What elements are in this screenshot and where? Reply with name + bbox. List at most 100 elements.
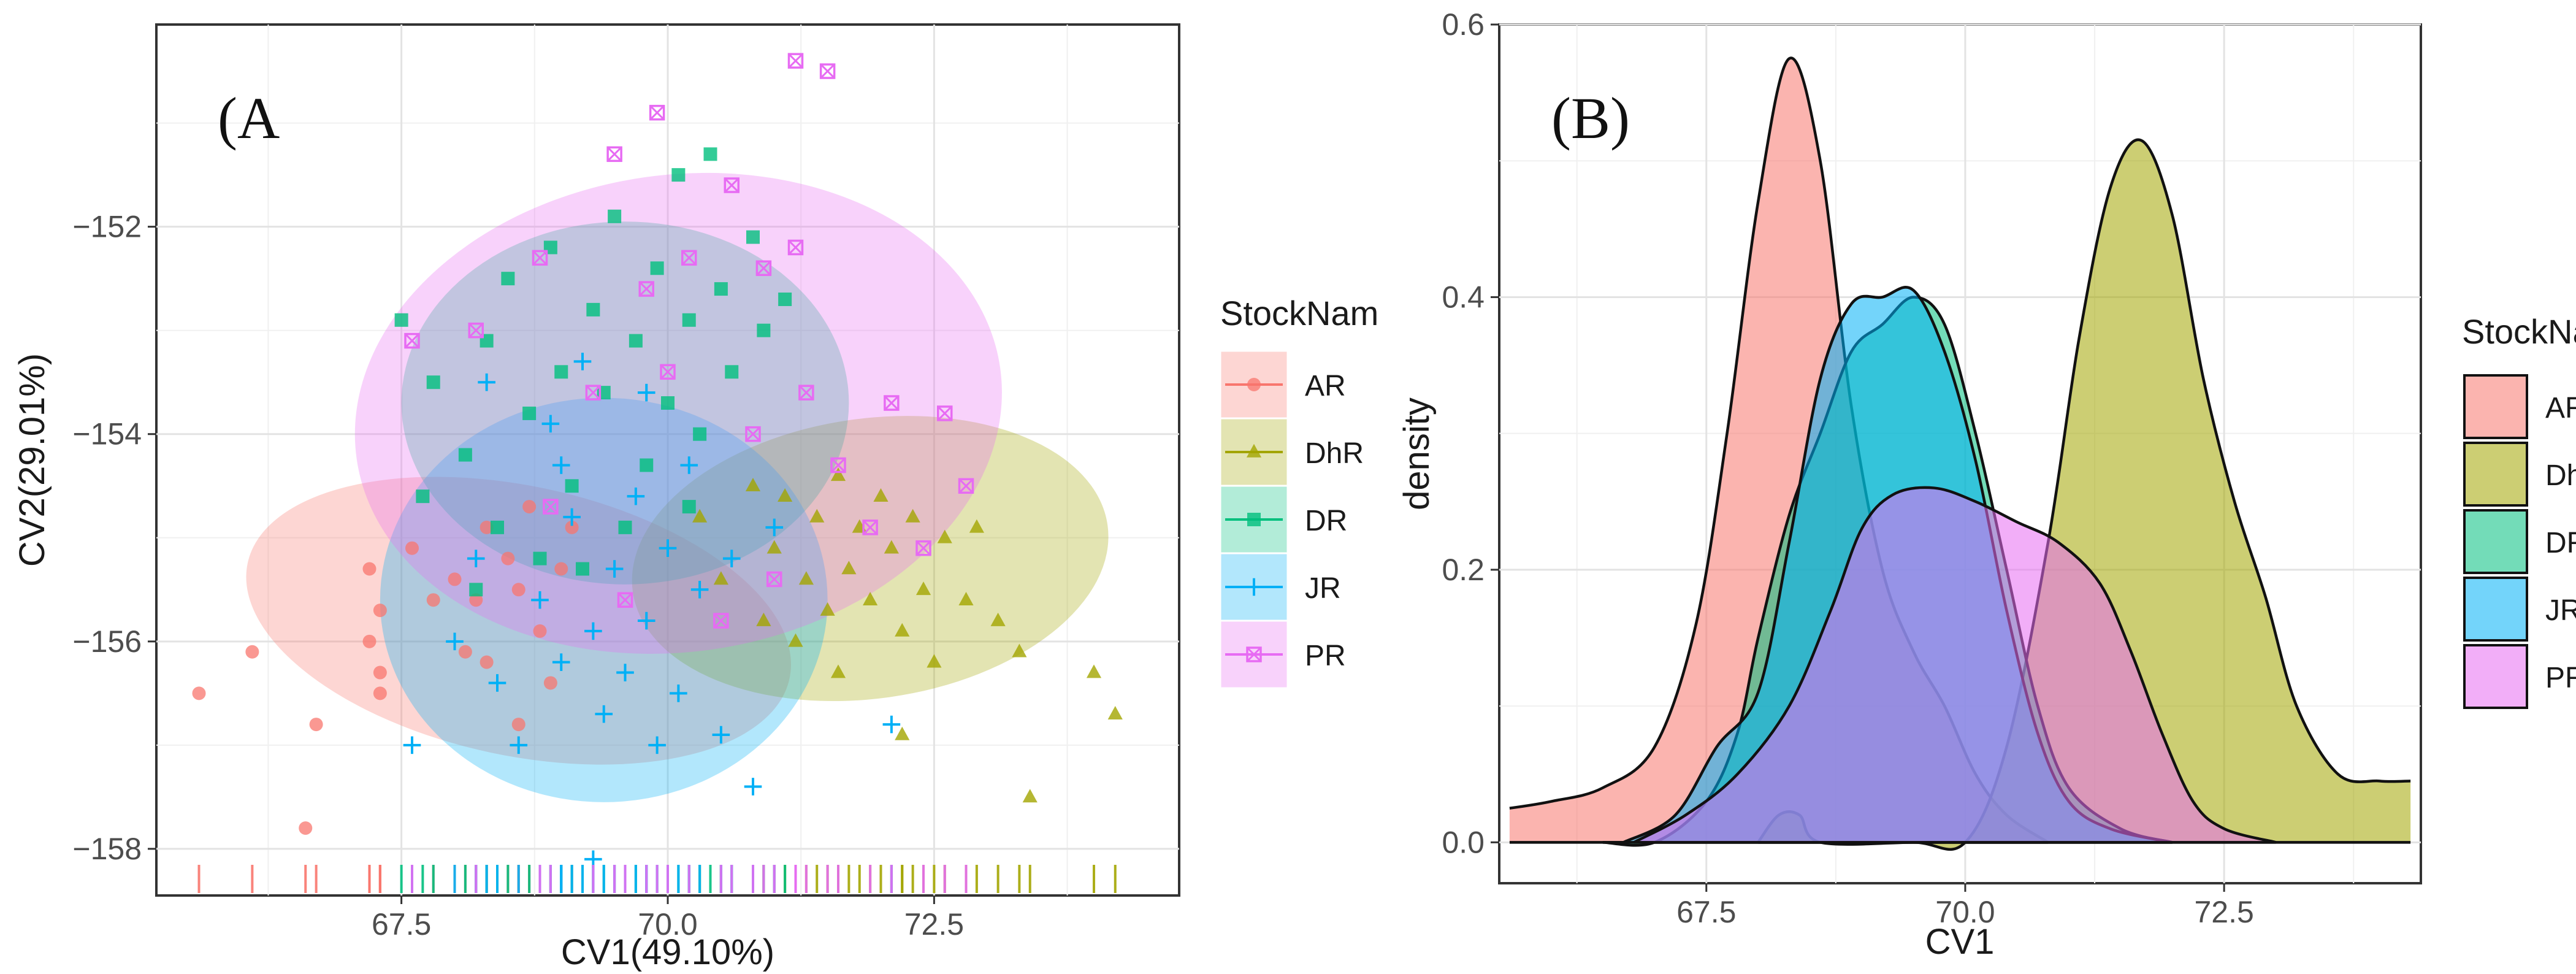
point-ar <box>448 572 462 586</box>
point-pr-box <box>787 239 804 256</box>
point-pr-box <box>755 260 772 277</box>
point-jr <box>637 383 655 402</box>
point-pr-d2 <box>639 282 654 297</box>
legend-label-jr: JR <box>2545 594 2576 627</box>
point-dr <box>778 292 792 306</box>
point-pr <box>724 177 740 193</box>
point-ar <box>469 593 483 607</box>
point-dr <box>416 489 430 504</box>
legend-marker-pr-d2 <box>1246 646 1262 662</box>
point-pr-box <box>660 364 676 380</box>
legend-marker-dhr <box>1246 443 1262 458</box>
panel-a-axes: 67.5 70.0 72.5 −158 −156 −154 −152 <box>72 210 964 941</box>
point-ar <box>309 718 323 732</box>
point-ar <box>373 686 387 700</box>
panel-a: 67.5 70.0 72.5 −158 −156 −154 −152 (A CV1(49.1… <box>12 23 1378 972</box>
point-ar <box>362 562 376 576</box>
point-dr <box>629 334 643 348</box>
point-pr-d2 <box>586 385 601 401</box>
point-pr <box>884 395 900 411</box>
x-tick-label: 70.0 <box>638 907 697 941</box>
point-pr-d2 <box>798 385 814 401</box>
point-ar <box>533 624 547 638</box>
point-dr <box>693 427 707 441</box>
legend-label-ar: AR <box>2545 392 2576 424</box>
point-pr-d2 <box>681 250 697 266</box>
point-jr <box>552 456 570 474</box>
point-dr <box>608 209 622 223</box>
panel-a-label: (A <box>218 85 280 151</box>
legend-marker-pr <box>1246 646 1262 662</box>
point-jr <box>584 622 602 640</box>
legend-label-dhr: DhR <box>1305 437 1364 470</box>
point-pr-box <box>884 395 900 411</box>
point-ar <box>192 686 206 700</box>
point-jr <box>659 539 677 557</box>
point-pr <box>787 53 804 69</box>
point-dr <box>714 282 728 296</box>
legend-key-jr <box>2463 577 2528 642</box>
point-jr <box>712 726 730 744</box>
point-dr <box>661 396 675 410</box>
point-dhr <box>798 571 814 585</box>
panel-b-label: (B) <box>1551 85 1630 151</box>
point-ar <box>565 520 579 534</box>
x-tick-label: 67.5 <box>1676 895 1736 929</box>
panel-b: 67.5 70.0 72.5 0.0 0.2 0.4 0.6 (B) CV1 density… <box>1397 7 2576 962</box>
point-pr-box <box>606 146 622 163</box>
point-pr <box>660 364 676 380</box>
point-pr-box <box>787 53 804 69</box>
point-jr <box>722 550 741 567</box>
point-dhr <box>713 571 728 585</box>
point-pr-d2 <box>543 499 558 515</box>
point-dr <box>682 500 696 514</box>
point-jr <box>637 612 655 630</box>
point-pr-d2 <box>724 177 740 193</box>
x-tick-label: 72.5 <box>904 907 964 941</box>
point-pr <box>745 426 761 442</box>
point-dhr <box>756 612 771 626</box>
point-dhr <box>958 592 974 606</box>
point-dr <box>491 520 504 534</box>
point-dr <box>522 406 537 420</box>
point-dhr <box>788 633 803 647</box>
point-pr-d2 <box>617 592 633 608</box>
panel-a-points <box>192 53 1123 869</box>
point-jr <box>627 487 645 505</box>
legend-label-pr: PR <box>1305 640 1346 672</box>
point-pr <box>958 478 974 494</box>
point-dhr <box>1107 705 1123 719</box>
point-dr <box>725 365 739 379</box>
point-dr <box>458 448 472 462</box>
point-dr <box>746 230 760 244</box>
point-ar <box>245 645 259 659</box>
y-tick-label: 0.4 <box>1442 280 1485 314</box>
point-dhr <box>895 726 910 740</box>
point-ar <box>543 676 557 690</box>
point-pr-box <box>681 250 697 266</box>
point-pr <box>915 540 931 556</box>
point-dhr <box>1012 643 1027 658</box>
point-pr-d2 <box>404 333 420 348</box>
point-dhr <box>809 508 825 523</box>
point-dr <box>554 365 568 379</box>
point-jr <box>478 373 495 391</box>
ellipse-jr <box>380 397 828 802</box>
point-pr-d2 <box>863 520 878 535</box>
point-dhr <box>915 581 931 596</box>
panel-b-xlabel: CV1 <box>1925 922 1995 962</box>
legend-label-dhr: DhR <box>2545 459 2576 492</box>
point-jr <box>595 705 613 723</box>
point-pr <box>585 385 602 401</box>
legend-label-pr: PR <box>2545 662 2576 694</box>
point-pr <box>755 260 772 277</box>
legend-marker-jr <box>1245 578 1263 596</box>
panel-a-grid <box>156 25 1179 895</box>
point-pr <box>713 613 729 629</box>
point-pr-box <box>617 592 633 608</box>
point-pr-box <box>862 520 878 535</box>
point-dr <box>586 302 600 316</box>
point-dhr <box>905 508 920 523</box>
point-pr-d2 <box>745 426 761 442</box>
point-dr <box>394 313 408 327</box>
